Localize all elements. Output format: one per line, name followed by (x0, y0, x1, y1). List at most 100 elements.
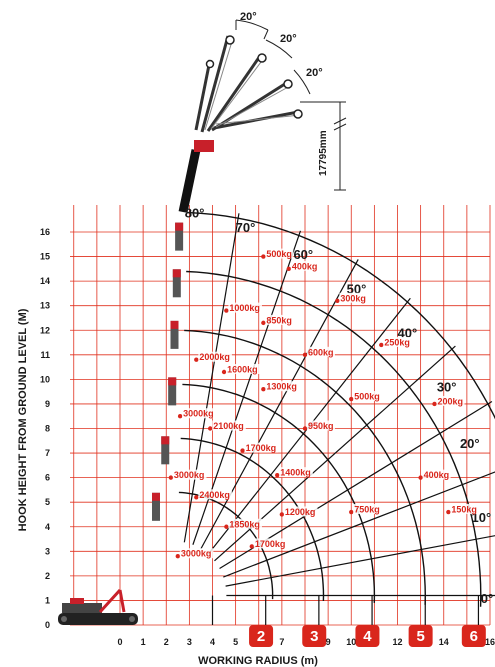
x-tick-label: 16 (485, 637, 495, 647)
load-point (302, 426, 308, 431)
load-label-bg (226, 364, 260, 375)
load-label-bg (450, 504, 479, 515)
load-label-bg (265, 314, 294, 325)
x-tick-label: 5 (233, 637, 238, 647)
load-label: 1700kg (246, 443, 277, 453)
load-point (249, 544, 255, 549)
section-badge (408, 625, 433, 647)
load-label-bg (179, 548, 214, 559)
load-point (207, 426, 213, 431)
section-badge-label: 6 (470, 628, 478, 645)
boom-angle-label: 40° (398, 326, 418, 341)
load-point (349, 396, 354, 402)
boom-tip (161, 436, 170, 445)
boom-silhouette (161, 436, 170, 465)
y-tick-label: 15 (40, 252, 50, 262)
x-tick-label: 14 (439, 637, 449, 647)
radius-curve (182, 383, 376, 603)
boom-silhouette (170, 320, 179, 349)
load-label-bg (212, 420, 246, 431)
load-label-bg (265, 381, 299, 392)
load-label-bg (339, 292, 368, 303)
y-axis-label: HOOK HEIGHT FROM GROUND LEVEL (M) (17, 308, 29, 531)
load-label-bg (182, 408, 216, 419)
load-label: 300kg (340, 293, 366, 303)
load-label: 1850kg (229, 519, 260, 529)
radius-curve (184, 329, 427, 605)
boom-silhouette (175, 222, 184, 251)
load-point (279, 512, 285, 517)
crane-base (58, 588, 138, 625)
boom-angle-label: 0° (481, 591, 493, 606)
load-label-bg (422, 469, 451, 480)
load-label: 1700kg (255, 539, 286, 549)
load-point (194, 495, 199, 500)
load-label: 3000kg (181, 549, 212, 559)
jib-angle-label: 20° (306, 67, 323, 79)
y-tick-label: 4 (45, 522, 50, 532)
y-tick-label: 10 (40, 374, 50, 384)
load-label-bg (307, 346, 335, 357)
jib-angle-label: 20° (280, 33, 297, 45)
section-badge (355, 625, 380, 647)
section-badge-label: 2 (257, 628, 265, 645)
load-label-bg (172, 469, 207, 480)
y-tick-label: 1 (45, 595, 50, 605)
load-label: 3000kg (174, 470, 205, 480)
jib-diagram: 20° 20° 20° 17795mm (178, 11, 347, 213)
x-tick-label: 9 (326, 637, 331, 647)
section-badge-label: 4 (363, 628, 372, 645)
load-label-bg (307, 420, 335, 431)
boom-angle-label: 70° (236, 220, 256, 235)
load-label: 400kg (292, 261, 318, 271)
load-label: 500kg (266, 249, 292, 259)
load-label-bg (228, 518, 262, 529)
load-point (418, 475, 423, 480)
x-tick-label: 10 (346, 637, 356, 647)
load-label-bg (228, 302, 262, 313)
section-badge (249, 625, 274, 647)
section-badges: 2 3 4 5 6 (249, 625, 486, 647)
load-label: 2000kg (199, 352, 230, 362)
load-label-bg (290, 260, 319, 271)
section-badge-label: 3 (310, 628, 318, 645)
load-label: 400kg (424, 470, 450, 480)
radius-curve (186, 270, 482, 607)
y-tick-label: 7 (45, 448, 50, 458)
load-label-bg (244, 442, 279, 453)
load-label-bg (383, 336, 412, 347)
boom-angle-label: 30° (437, 380, 457, 395)
load-label-bg (198, 489, 232, 500)
load-point (221, 369, 227, 375)
load-label: 3000kg (183, 409, 214, 419)
load-point (224, 308, 229, 313)
y-tick-label: 8 (45, 424, 50, 434)
x-tick-label: 2 (164, 637, 169, 647)
y-tick-label: 14 (40, 276, 50, 286)
boom-angle-label: 50° (347, 281, 367, 296)
load-label: 200kg (438, 396, 464, 406)
boom-tip (170, 320, 179, 329)
load-label: 1200kg (285, 507, 316, 517)
load-label: 1300kg (266, 382, 297, 392)
boom-angle-label: 60° (293, 247, 313, 262)
load-label: 600kg (308, 347, 334, 357)
load-label: 150kg (451, 505, 477, 515)
load-label: 1000kg (229, 303, 260, 313)
load-point (224, 524, 229, 529)
boom-angle-line (223, 471, 495, 578)
boom-curves (178, 211, 495, 625)
load-point (349, 509, 354, 515)
boom-silhouette (152, 492, 160, 521)
y-tick-label: 12 (40, 325, 50, 335)
load-point (286, 266, 292, 272)
boom-tip (168, 377, 177, 386)
section-badge-label: 5 (416, 628, 424, 645)
boom-silhouette (172, 269, 181, 298)
load-point (446, 509, 451, 515)
load-labels: 500kg400kg300kg250kg200kg1000kg850kg600k… (168, 248, 479, 559)
radius-curve (180, 437, 325, 602)
axis-ticks: 0123456789101112131415160123456789101112… (40, 227, 495, 647)
load-point (261, 387, 266, 392)
